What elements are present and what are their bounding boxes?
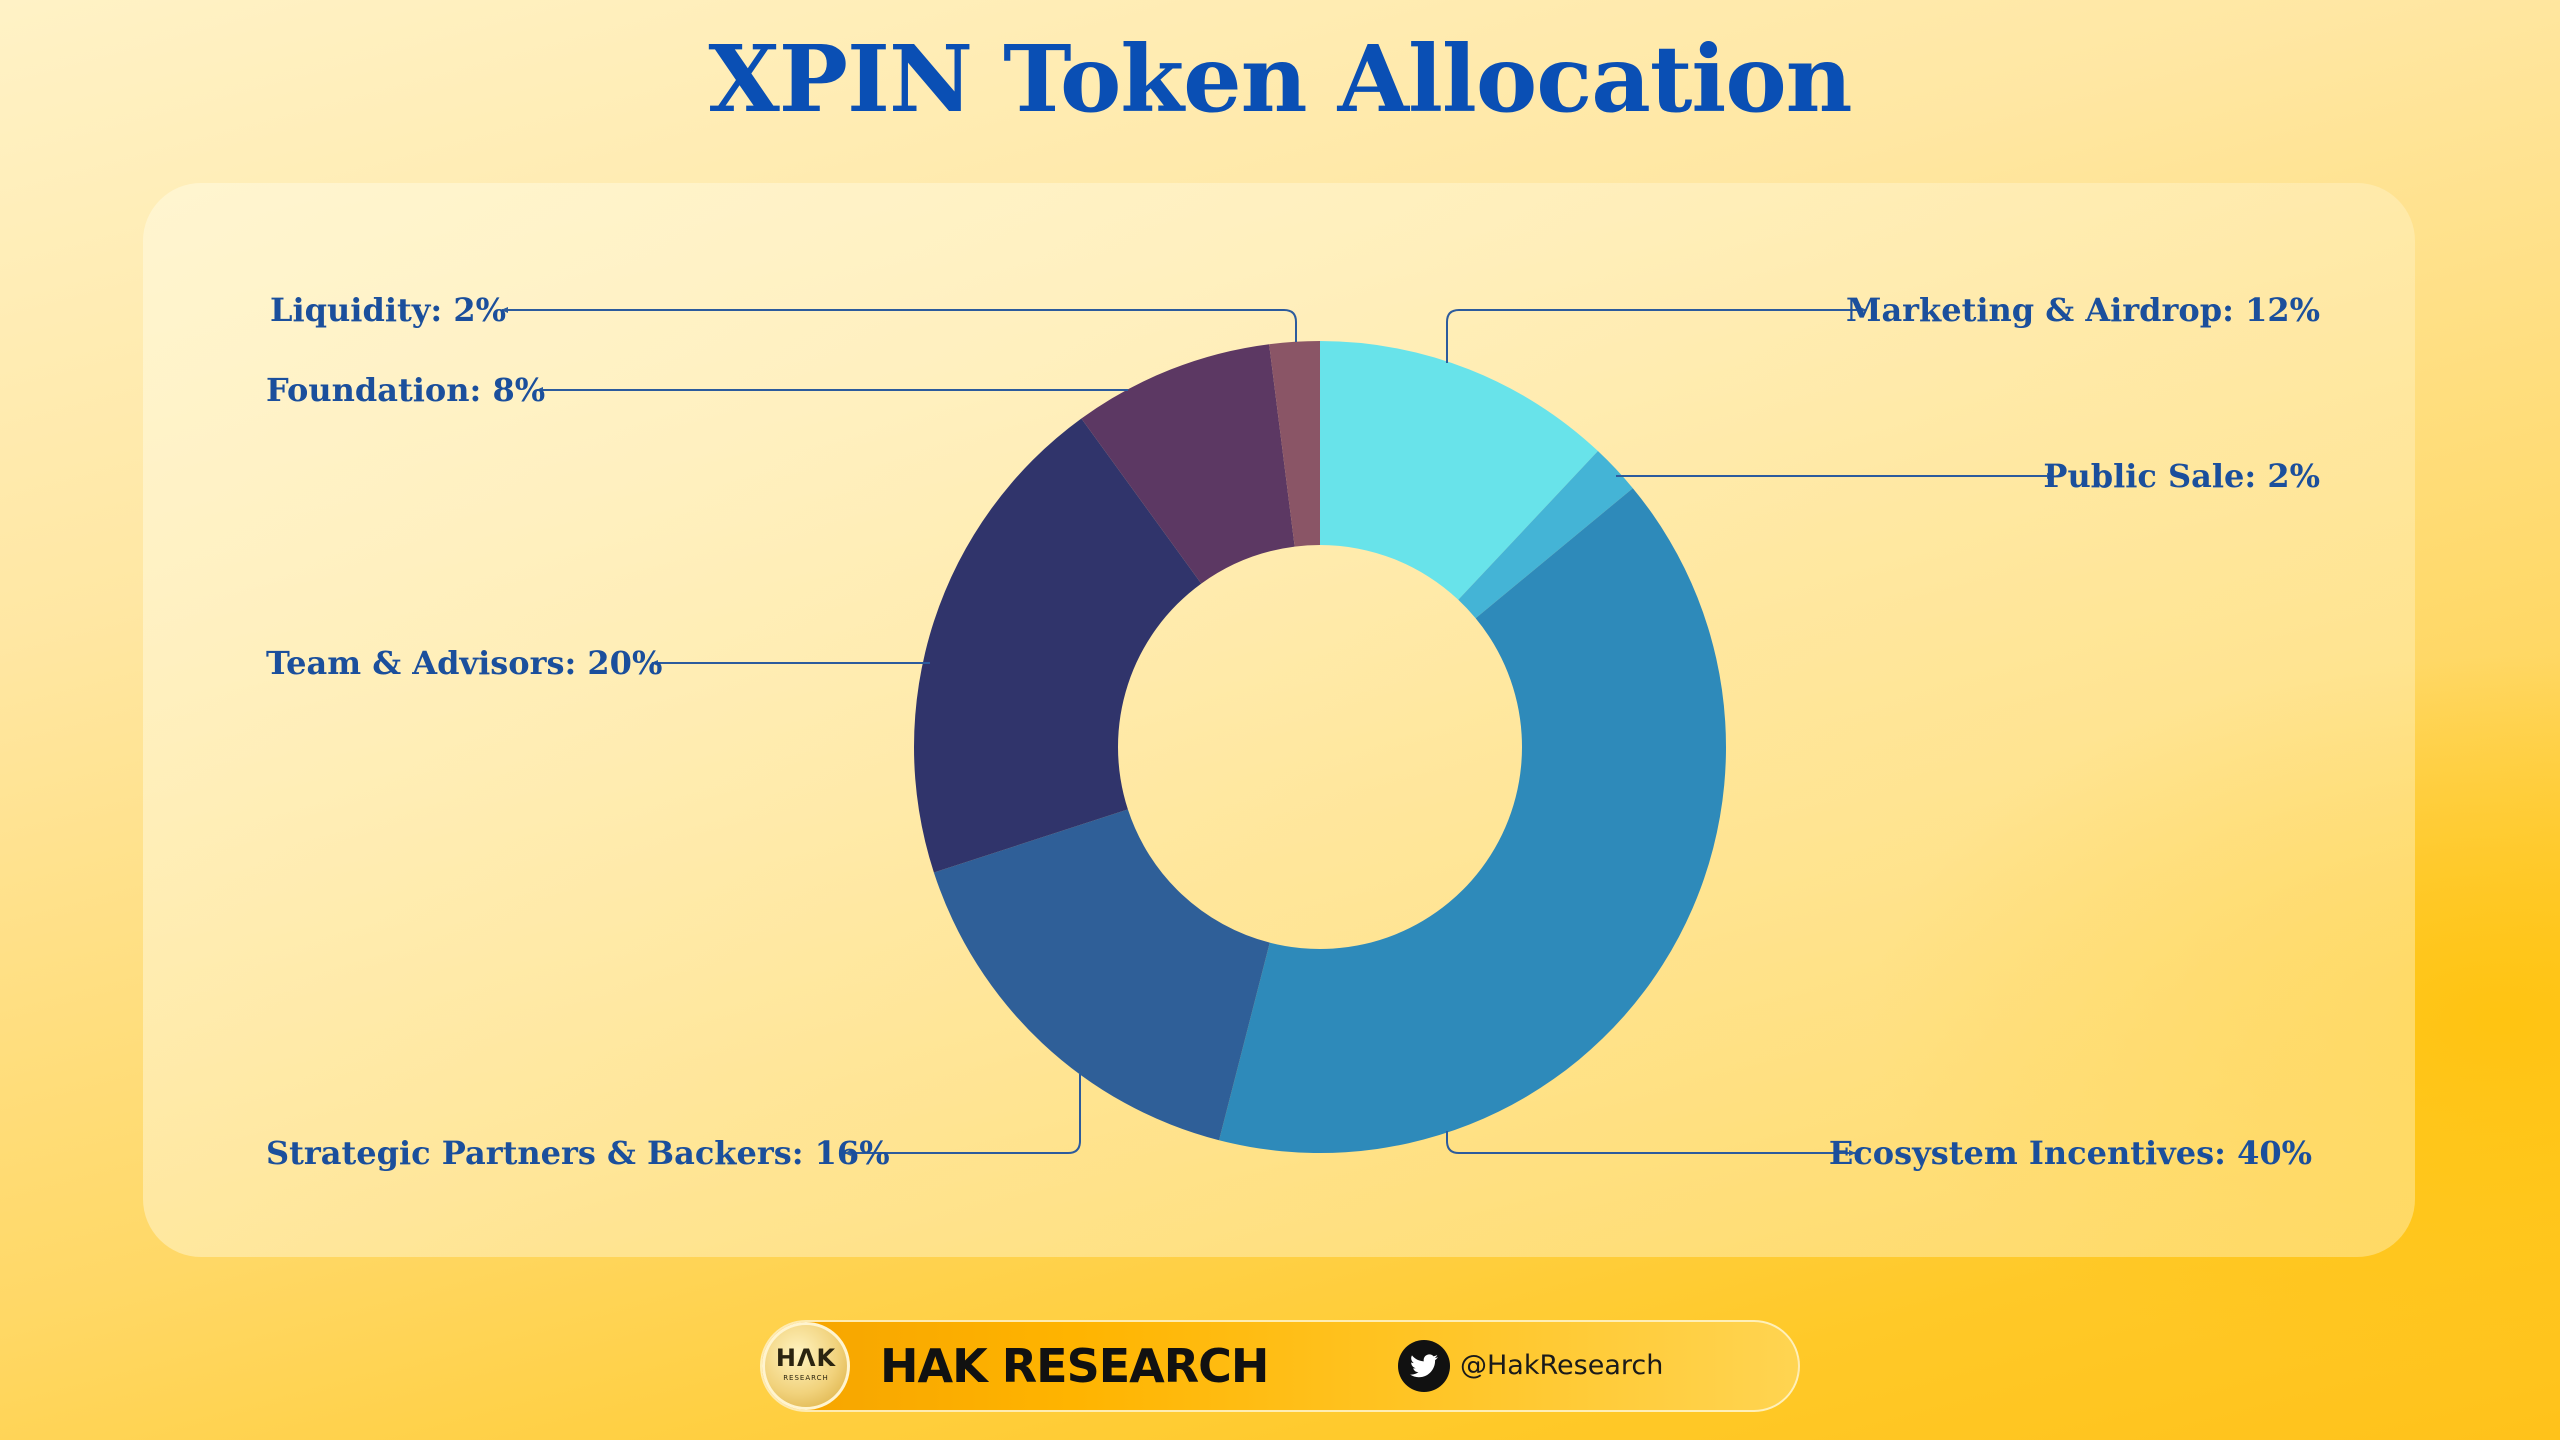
slice-marketing-and-airdrop	[1320, 341, 1598, 600]
twitter-handle[interactable]: @HakResearch	[1460, 1350, 1664, 1381]
chart-leader-lines	[501, 307, 2054, 1156]
slice-strategic-partners-and-backers	[933, 809, 1270, 1141]
slice-label-team-and-advisors: Team & Advisors: 20%	[266, 644, 662, 682]
slice-foundation	[1081, 344, 1295, 584]
brand-name: HAK RESEARCH	[880, 1339, 1269, 1393]
leader-line-ecosystem-incentives	[1446, 1131, 1856, 1156]
slice-label-marketing-and-airdrop: Marketing & Airdrop: 12%	[1846, 291, 2320, 329]
leader-line-liquidity	[501, 307, 1297, 342]
slice-team-and-advisors	[913, 418, 1202, 873]
slice-label-foundation: Foundation: 8%	[266, 371, 545, 409]
slice-public-sale	[1458, 451, 1633, 619]
chart-title: XPIN Token Allocation	[708, 25, 1852, 133]
slice-liquidity	[1269, 341, 1320, 547]
footer-banner	[760, 1320, 1800, 1412]
leader-line-strategic-partners-and-backers	[844, 1074, 1081, 1156]
chart-labels: Marketing & Airdrop: 12% Public Sale: 2% E…	[266, 291, 2320, 1172]
logo-subtext: RESEARCH	[783, 1374, 829, 1382]
chart-slices	[913, 341, 1726, 1153]
logo-text: HΛK	[775, 1344, 837, 1372]
slice-label-ecosystem-incentives: Ecosystem Incentives: 40%	[1829, 1134, 2312, 1172]
slice-label-public-sale: Public Sale: 2%	[2043, 457, 2320, 495]
leader-line-marketing-and-airdrop	[1446, 307, 1867, 363]
slice-label-strategic-partners-and-backers: Strategic Partners & Backers: 16%	[266, 1134, 890, 1172]
hak-logo: HΛK RESEARCH	[762, 1322, 850, 1410]
slice-label-liquidity: Liquidity: 2%	[270, 291, 506, 329]
twitter-icon[interactable]	[1398, 1340, 1450, 1392]
slice-ecosystem-incentives	[1219, 488, 1726, 1153]
